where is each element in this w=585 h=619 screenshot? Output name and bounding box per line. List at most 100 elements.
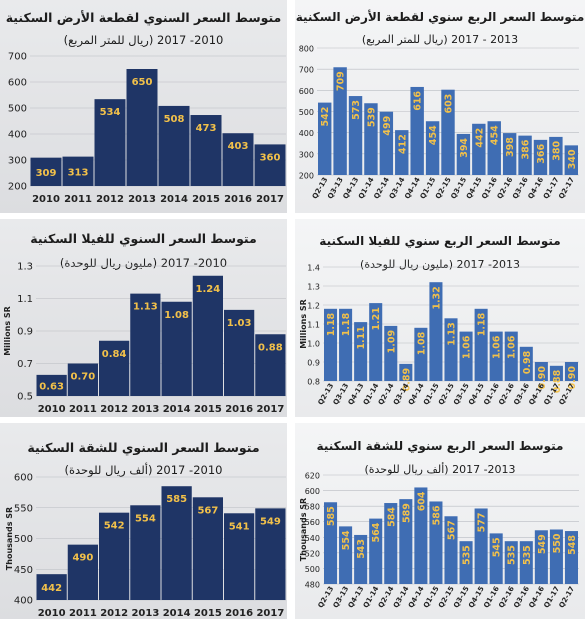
chart-subtitle: (ألف ريال للوحدة) 2010- 2017 [64,463,223,477]
data-label: 366 [536,143,547,163]
y-tick-label: 480 [305,581,320,590]
bar [474,308,488,381]
x-tick-label: 2013 [128,194,156,205]
data-label: 454 [490,125,501,145]
bar [459,331,473,381]
y-tick-label: 550 [14,503,33,514]
data-label: 548 [567,535,578,555]
data-label: 535 [522,545,533,565]
bar [399,499,413,584]
y-tick-label: 500 [305,565,320,574]
data-label: 545 [492,537,503,557]
data-label: 549 [537,534,548,554]
bar [456,133,471,175]
y-tick-label: 540 [305,534,320,543]
chart-title: متوسط السعر السنوي للشقة السكنية [27,440,260,455]
chart-svg: 400 450 500 550 600 Thousands SR 442 2010 490 201… [5,473,286,619]
bar [224,309,255,396]
data-label: 499 [382,116,393,136]
data-label: 564 [371,522,382,542]
x-tick-label: 2017 [256,404,284,415]
data-label: 535 [507,545,518,565]
bar [414,487,428,584]
y-tick-label: 300 [299,150,314,159]
chart-title: متوسط السعر الربع سنوي للشقة السكنية [316,439,564,453]
chart-subtitle: (ألف ريال للوحدة) 2013- 2017 [364,463,516,476]
chart-title: متوسط السعر السنوي للفيلا السكنية [30,231,257,246]
data-label: 1.32 [431,286,442,309]
y-tick-label: 0.8 [307,378,320,387]
bar [410,86,424,175]
x-tick-label: 2010 [32,194,60,205]
bar [224,513,255,600]
data-label: 398 [505,137,516,157]
y-axis-title: Thousands SR [5,507,14,570]
bar [549,136,563,175]
data-label: 412 [397,134,408,154]
bar [534,530,548,584]
data-label: 0.84 [102,349,127,360]
x-tick-label: 2015 [194,404,222,415]
chart-panel-quarterly-apartment: متوسط السعر الربع سنوي للشقة السكنية (أل… [295,423,585,619]
chart-svg: 0.5 0.7 0.9 1.1 1.3 Millions SR 0.63 2010 0.70 20… [3,262,286,415]
x-tick-label: 2016 [225,404,253,415]
bar [339,526,353,584]
x-tick-label: 2011 [69,608,97,619]
bar [504,331,518,381]
bar [364,103,378,175]
bar [564,362,578,381]
bar [399,363,413,381]
data-label: 542 [104,521,125,532]
y-tick-label: 600 [305,487,320,496]
bar [444,318,458,381]
data-label: 1.11 [356,326,367,349]
bar [429,282,443,381]
chart-subtitle: (مليون ريال للوحدة) 2013- 2017 [360,258,520,271]
bar [444,516,458,584]
data-label: 573 [351,100,362,120]
bar [369,518,383,584]
y-tick-label: 1.0 [307,340,320,349]
bar [564,145,578,175]
bar [126,69,158,186]
y-axis-title: Millions SR [3,306,12,356]
bar [425,121,440,175]
data-label: 1.06 [462,335,473,359]
data-label: 554 [135,513,156,524]
data-label: 554 [341,530,352,550]
bar [348,96,363,175]
data-label: 1.21 [371,307,382,330]
data-label: 585 [166,494,187,505]
y-tick-label: 600 [8,78,27,89]
bar [474,508,488,584]
x-tick-label: 2017 [256,194,284,205]
y-tick-label: 1.3 [17,262,33,273]
data-label: 541 [229,521,250,532]
chart-subtitle: (ريال للمتر المربع) 2010- 2017 [63,33,224,47]
y-tick-label: 1.2 [307,302,320,311]
data-label: 309 [36,168,57,179]
chart-svg: 200300400500600700800542Q2-13709Q3-13573… [299,45,579,200]
bar [441,89,455,175]
bar [255,334,286,396]
data-label: 490 [72,553,93,564]
y-tick-label: 1.4 [307,264,320,273]
y-tick-label: 300 [8,156,27,167]
x-tick-label: 2016 [224,194,252,205]
row-divider [0,417,585,423]
bar [489,533,503,584]
data-label: 1.18 [477,312,488,336]
y-tick-label: 1.3 [307,283,320,292]
x-tick-label: 2015 [194,608,222,619]
bar [36,574,67,600]
bar [504,541,518,584]
data-label: 589 [401,503,412,523]
bar [158,105,190,186]
x-tick-label: 2012 [100,404,128,415]
x-tick-label: 2013 [131,404,159,415]
data-label: 0.98 [522,350,533,374]
chart-panel-quarterly-villa: متوسط السعر الربع سنوي للفيلا السكنية (م… [295,219,585,417]
data-label: 1.06 [507,335,518,359]
bar [255,508,286,600]
chart-svg: 200 300 400 500 600 700 309 2010 313 2011 534 2012 6… [8,52,286,205]
